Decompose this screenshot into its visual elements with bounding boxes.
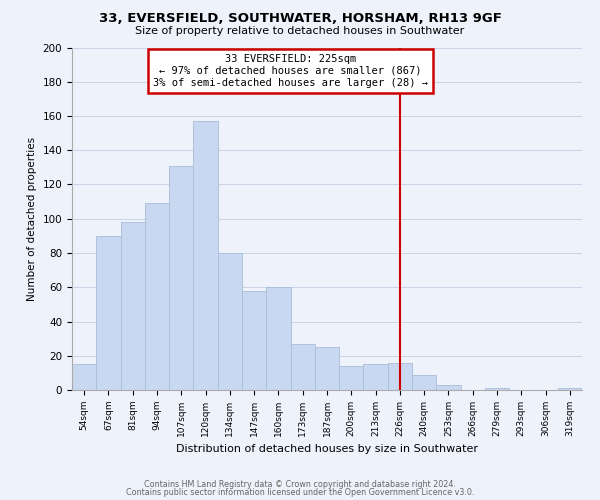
Text: Contains HM Land Registry data © Crown copyright and database right 2024.: Contains HM Land Registry data © Crown c… <box>144 480 456 489</box>
Text: Size of property relative to detached houses in Southwater: Size of property relative to detached ho… <box>136 26 464 36</box>
Bar <box>96 236 121 390</box>
Bar <box>485 388 509 390</box>
X-axis label: Distribution of detached houses by size in Southwater: Distribution of detached houses by size … <box>176 444 478 454</box>
Bar <box>436 385 461 390</box>
Bar <box>558 388 582 390</box>
Bar <box>121 222 145 390</box>
Bar <box>72 364 96 390</box>
Text: 33, EVERSFIELD, SOUTHWATER, HORSHAM, RH13 9GF: 33, EVERSFIELD, SOUTHWATER, HORSHAM, RH1… <box>98 12 502 26</box>
Bar <box>412 374 436 390</box>
Y-axis label: Number of detached properties: Number of detached properties <box>27 136 37 301</box>
Bar <box>145 204 169 390</box>
Bar <box>193 121 218 390</box>
Bar <box>242 290 266 390</box>
Bar <box>290 344 315 390</box>
Text: 33 EVERSFIELD: 225sqm
← 97% of detached houses are smaller (867)
3% of semi-deta: 33 EVERSFIELD: 225sqm ← 97% of detached … <box>153 54 428 88</box>
Bar <box>388 362 412 390</box>
Bar <box>169 166 193 390</box>
Bar <box>339 366 364 390</box>
Bar <box>364 364 388 390</box>
Bar <box>315 347 339 390</box>
Text: Contains public sector information licensed under the Open Government Licence v3: Contains public sector information licen… <box>126 488 474 497</box>
Bar <box>266 287 290 390</box>
Bar <box>218 253 242 390</box>
